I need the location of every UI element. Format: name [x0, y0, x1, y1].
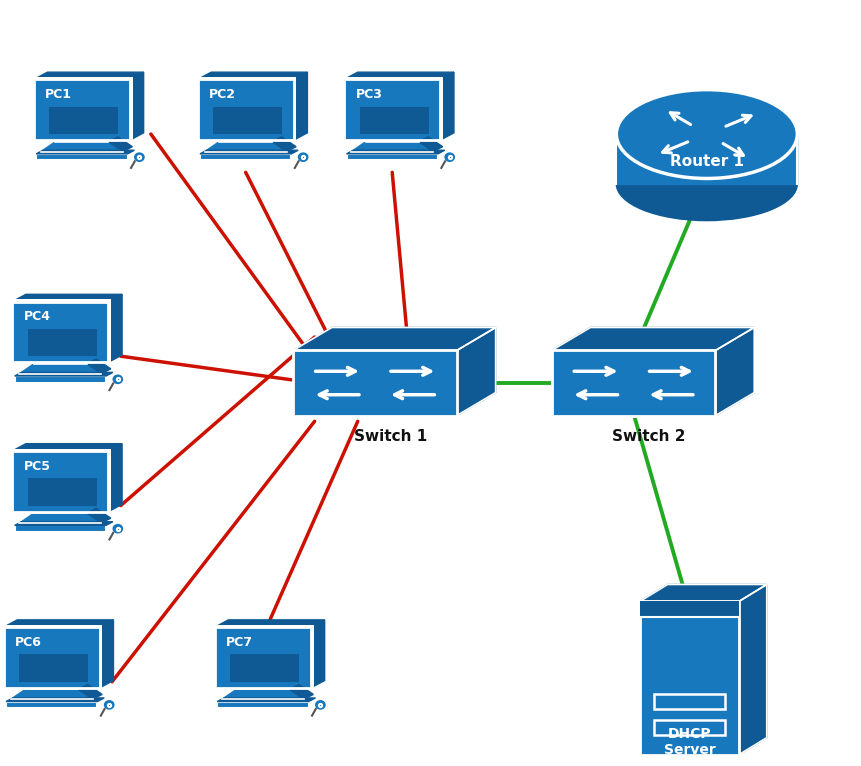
- Polygon shape: [87, 359, 111, 374]
- FancyBboxPatch shape: [15, 376, 106, 383]
- Text: PC7: PC7: [226, 636, 253, 649]
- FancyBboxPatch shape: [359, 106, 428, 134]
- Polygon shape: [15, 372, 113, 376]
- Polygon shape: [34, 72, 144, 80]
- Polygon shape: [440, 72, 454, 140]
- Polygon shape: [130, 72, 144, 140]
- Polygon shape: [739, 584, 766, 755]
- Polygon shape: [11, 689, 92, 699]
- Text: PC1: PC1: [46, 88, 72, 101]
- FancyBboxPatch shape: [9, 300, 111, 365]
- FancyBboxPatch shape: [344, 80, 440, 140]
- Polygon shape: [197, 72, 307, 80]
- FancyBboxPatch shape: [200, 154, 291, 161]
- FancyBboxPatch shape: [213, 106, 282, 134]
- Polygon shape: [20, 364, 101, 374]
- Polygon shape: [639, 584, 766, 601]
- Polygon shape: [616, 134, 796, 184]
- Polygon shape: [78, 685, 102, 699]
- Polygon shape: [311, 620, 325, 688]
- Polygon shape: [100, 620, 114, 688]
- Text: Switch 1: Switch 1: [354, 429, 426, 444]
- FancyBboxPatch shape: [36, 154, 127, 161]
- FancyBboxPatch shape: [3, 627, 100, 688]
- FancyBboxPatch shape: [49, 106, 118, 134]
- Text: DHCP
Server: DHCP Server: [663, 727, 715, 758]
- FancyBboxPatch shape: [653, 694, 724, 709]
- Text: PC2: PC2: [209, 88, 236, 101]
- Circle shape: [113, 375, 122, 384]
- FancyBboxPatch shape: [346, 154, 437, 161]
- Polygon shape: [20, 513, 101, 523]
- Polygon shape: [205, 142, 286, 152]
- Polygon shape: [715, 328, 753, 415]
- Text: Router 1: Router 1: [669, 154, 743, 169]
- Text: PC6: PC6: [15, 636, 42, 649]
- FancyBboxPatch shape: [28, 329, 96, 356]
- Polygon shape: [41, 142, 122, 152]
- Polygon shape: [289, 685, 313, 699]
- Polygon shape: [200, 150, 298, 154]
- FancyBboxPatch shape: [197, 80, 294, 140]
- Ellipse shape: [616, 147, 796, 221]
- Polygon shape: [12, 444, 122, 451]
- Polygon shape: [551, 328, 753, 351]
- Polygon shape: [293, 328, 495, 351]
- FancyBboxPatch shape: [31, 77, 133, 142]
- Polygon shape: [12, 294, 122, 302]
- Circle shape: [134, 153, 144, 162]
- FancyBboxPatch shape: [28, 478, 96, 506]
- Text: Switch 2: Switch 2: [611, 429, 685, 444]
- Circle shape: [298, 153, 307, 162]
- FancyBboxPatch shape: [1, 625, 102, 690]
- Circle shape: [104, 701, 114, 709]
- FancyBboxPatch shape: [551, 351, 715, 415]
- FancyBboxPatch shape: [12, 451, 108, 512]
- Polygon shape: [15, 522, 113, 525]
- FancyBboxPatch shape: [341, 77, 443, 142]
- Polygon shape: [3, 620, 114, 627]
- FancyBboxPatch shape: [212, 625, 313, 690]
- Polygon shape: [222, 689, 303, 699]
- FancyBboxPatch shape: [293, 351, 456, 415]
- FancyBboxPatch shape: [12, 302, 108, 362]
- Polygon shape: [346, 150, 444, 154]
- Polygon shape: [351, 142, 432, 152]
- Polygon shape: [272, 137, 296, 152]
- Polygon shape: [108, 294, 122, 362]
- FancyBboxPatch shape: [214, 627, 311, 688]
- Text: PC5: PC5: [24, 460, 51, 473]
- FancyBboxPatch shape: [653, 720, 724, 735]
- Polygon shape: [214, 620, 325, 627]
- Polygon shape: [344, 72, 454, 80]
- Circle shape: [444, 153, 454, 162]
- Polygon shape: [108, 137, 133, 152]
- Polygon shape: [294, 72, 307, 140]
- Polygon shape: [418, 137, 443, 152]
- FancyBboxPatch shape: [34, 80, 130, 140]
- FancyBboxPatch shape: [19, 654, 88, 682]
- FancyBboxPatch shape: [6, 702, 97, 709]
- Polygon shape: [6, 698, 104, 702]
- FancyBboxPatch shape: [15, 525, 106, 532]
- Polygon shape: [87, 509, 111, 523]
- Polygon shape: [456, 328, 495, 415]
- FancyBboxPatch shape: [639, 601, 739, 617]
- FancyBboxPatch shape: [639, 601, 739, 755]
- Polygon shape: [108, 444, 122, 512]
- Text: PC3: PC3: [356, 88, 382, 101]
- Text: PC4: PC4: [24, 310, 51, 323]
- FancyBboxPatch shape: [195, 77, 296, 142]
- Circle shape: [315, 701, 325, 709]
- FancyBboxPatch shape: [217, 702, 308, 709]
- Polygon shape: [36, 150, 134, 154]
- FancyBboxPatch shape: [230, 654, 299, 682]
- Ellipse shape: [616, 90, 796, 178]
- FancyBboxPatch shape: [9, 449, 111, 514]
- Polygon shape: [217, 698, 315, 702]
- Circle shape: [113, 525, 122, 533]
